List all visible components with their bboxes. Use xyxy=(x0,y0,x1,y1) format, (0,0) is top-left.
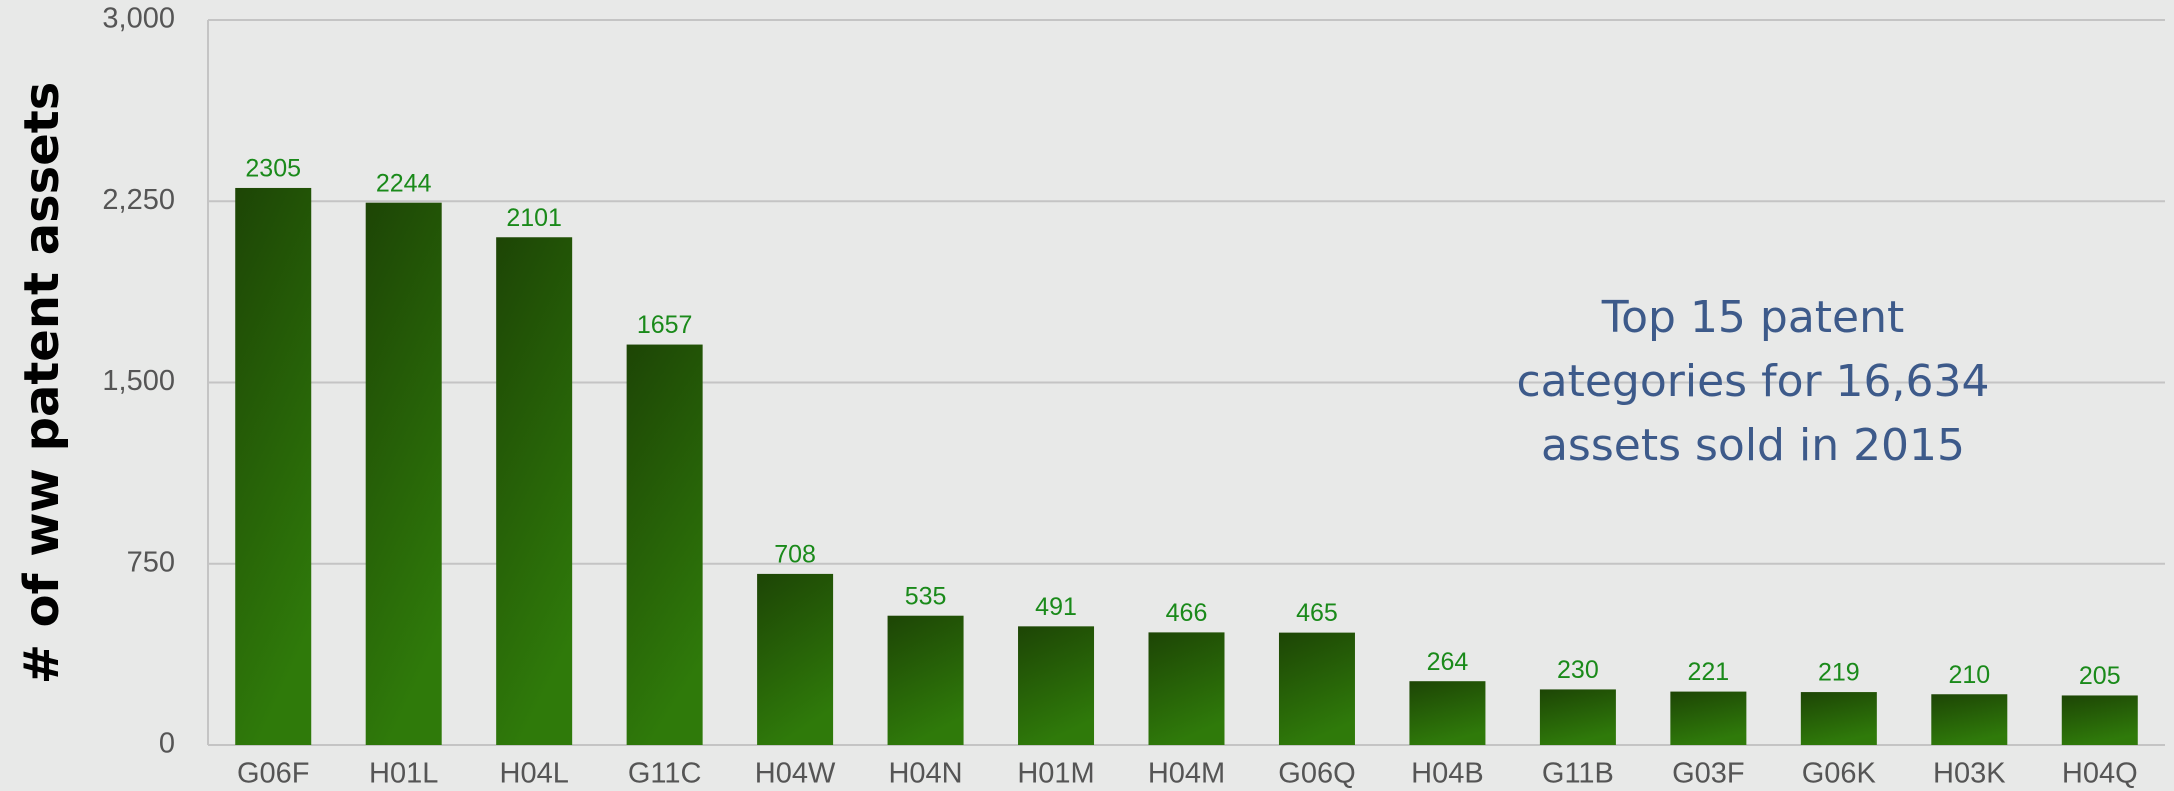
value-label: 535 xyxy=(905,582,947,610)
value-label: 210 xyxy=(1948,661,1990,689)
bar xyxy=(1148,632,1225,745)
bar xyxy=(235,187,312,746)
value-label: 491 xyxy=(1035,593,1077,621)
annotation: assets sold in 2015 xyxy=(1541,420,1965,471)
value-label: 2244 xyxy=(376,169,432,197)
value-label: 1657 xyxy=(637,311,693,339)
bar xyxy=(1278,632,1355,745)
value-label: 221 xyxy=(1688,658,1730,686)
value-label: 2305 xyxy=(245,155,301,183)
x-tick-label: G06K xyxy=(1802,758,1877,790)
value-label: 264 xyxy=(1427,648,1469,676)
x-tick-label: G11C xyxy=(628,758,702,790)
x-tick-label: G06F xyxy=(237,758,310,790)
value-label: 708 xyxy=(774,541,816,569)
x-tick-label: H04W xyxy=(755,758,836,790)
value-label: 219 xyxy=(1818,659,1860,687)
bar xyxy=(757,573,834,745)
value-label: 205 xyxy=(2079,662,2121,690)
value-label: 230 xyxy=(1557,656,1599,684)
bar xyxy=(365,202,442,745)
annotation: categories for 16,634 xyxy=(1516,356,1989,407)
bar xyxy=(1670,691,1747,745)
y-tick-label: 1,500 xyxy=(102,365,175,397)
value-label: 465 xyxy=(1296,599,1338,627)
y-tick-label: 2,250 xyxy=(102,184,175,216)
x-tick-label: H04N xyxy=(888,758,962,790)
bar xyxy=(1931,694,2008,745)
bar xyxy=(2061,695,2138,745)
annotation: Top 15 patent xyxy=(1601,292,1905,343)
x-tick-label: H01L xyxy=(369,758,438,790)
x-tick-label: H01M xyxy=(1017,758,1094,790)
x-tick-label: H04M xyxy=(1148,758,1225,790)
x-tick-label: H04B xyxy=(1411,758,1484,790)
y-tick-label: 0 xyxy=(159,728,175,760)
bar xyxy=(1800,692,1877,745)
y-axis-label: # of ww patent assets xyxy=(14,82,70,685)
value-label: 2101 xyxy=(506,204,562,232)
bar xyxy=(626,344,703,745)
x-tick-label: G06Q xyxy=(1278,758,1355,790)
bar xyxy=(887,615,964,745)
y-tick-label: 3,000 xyxy=(102,3,175,35)
x-tick-label: H04Q xyxy=(2062,758,2138,790)
x-tick-label: H03K xyxy=(1933,758,2006,790)
x-tick-label: H04L xyxy=(500,758,569,790)
bar xyxy=(1539,689,1616,745)
x-tick-label: G03F xyxy=(1672,758,1745,790)
bar xyxy=(496,237,573,745)
x-tick-label: G11B xyxy=(1542,758,1614,790)
bar xyxy=(1409,681,1486,745)
bar xyxy=(1018,626,1095,745)
y-tick-label: 750 xyxy=(127,546,175,578)
value-label: 466 xyxy=(1166,599,1208,627)
